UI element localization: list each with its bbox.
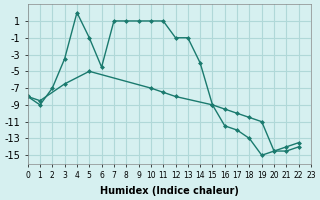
X-axis label: Humidex (Indice chaleur): Humidex (Indice chaleur) — [100, 186, 239, 196]
